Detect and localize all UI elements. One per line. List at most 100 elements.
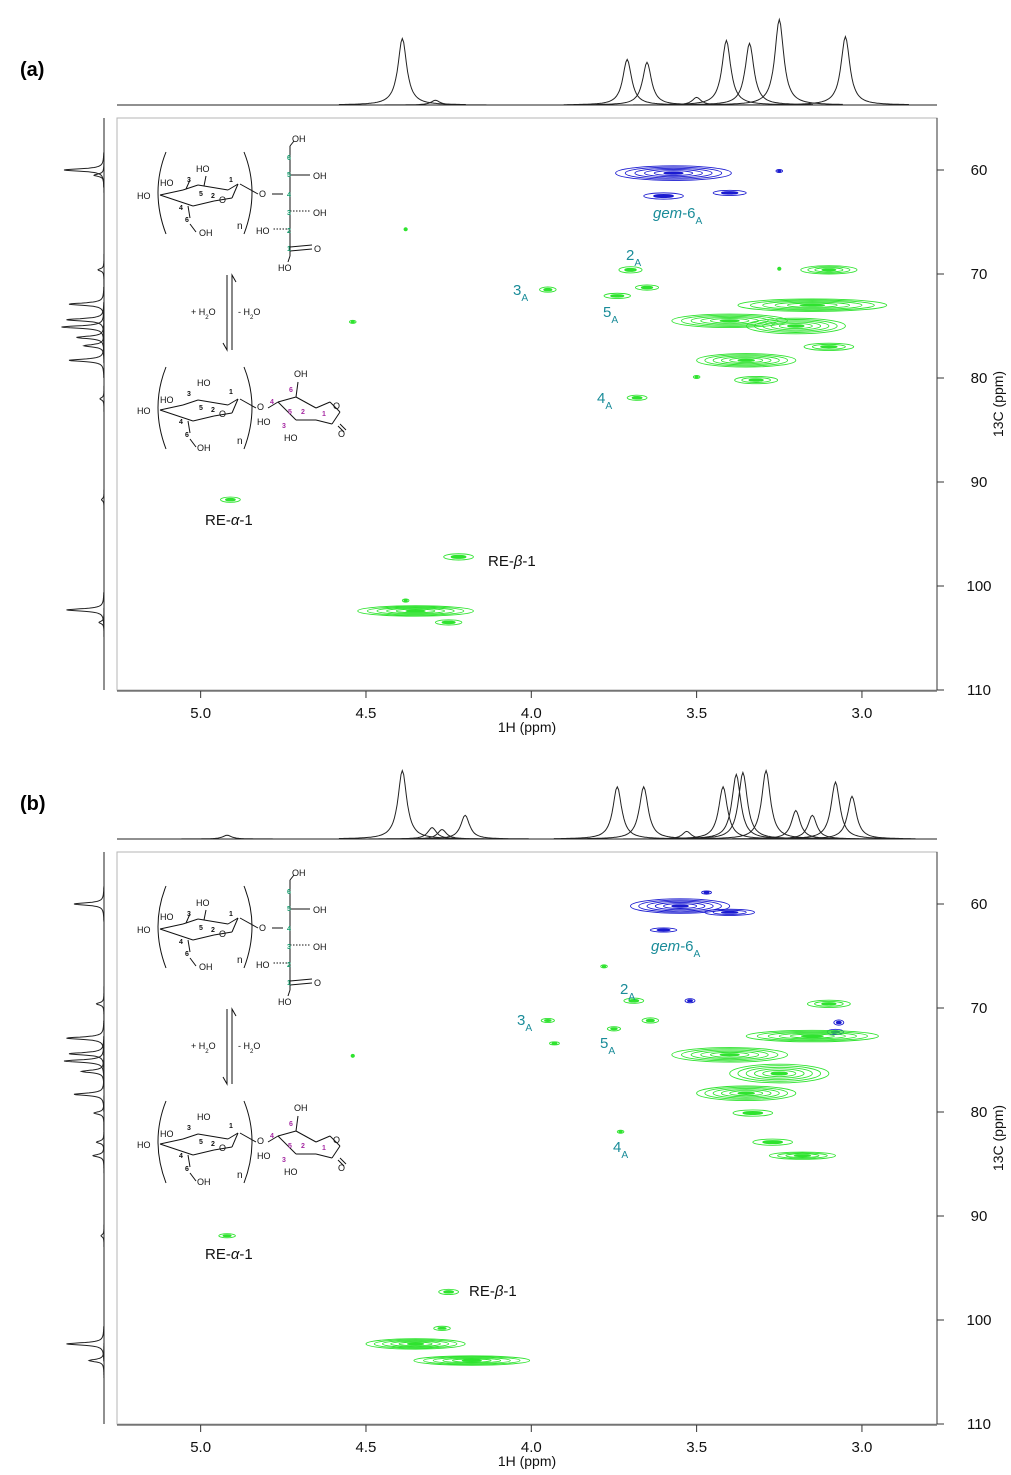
- label-part: A: [696, 216, 703, 227]
- peak-annotation: gem-6A: [653, 205, 703, 227]
- cross-peak-contour: [222, 1234, 232, 1238]
- scheme-label: 3: [282, 1157, 286, 1164]
- cross-peak-contour: [807, 266, 851, 274]
- bond: [189, 223, 197, 233]
- scheme-label: 5: [288, 409, 292, 416]
- cross-peak-contour: [615, 165, 732, 181]
- cross-peak-contour: [671, 1047, 788, 1063]
- scheme-label: 2: [211, 927, 215, 934]
- peak-annotation: gem-6A: [651, 938, 701, 960]
- cross-peak-contour: [833, 1019, 845, 1026]
- cross-peak-contour: [684, 998, 696, 1004]
- projection-peak: [100, 482, 105, 518]
- equilibrium-arrow: [222, 275, 228, 352]
- scheme-label: O: [338, 1163, 345, 1173]
- scheme-label: OH: [292, 868, 306, 878]
- label-part: A: [628, 992, 635, 1003]
- bond: [231, 917, 239, 933]
- label-part: O: [253, 1041, 260, 1051]
- projection-peak: [748, 814, 876, 840]
- bond: [227, 1132, 239, 1140]
- scheme-label: HO: [256, 960, 270, 970]
- projection-peak: [583, 61, 711, 106]
- bond: [192, 1149, 215, 1156]
- bond: [295, 1115, 299, 1132]
- label-part: - H: [238, 307, 250, 317]
- projection-peak: [95, 986, 105, 1022]
- bond: [315, 1153, 333, 1159]
- cross-peak-contour: [778, 1032, 846, 1040]
- cross-peak-contour: [644, 169, 703, 178]
- projection-peak: [378, 828, 506, 840]
- x-tick-label: 4.0: [521, 705, 542, 722]
- scheme-label: 4: [179, 419, 183, 426]
- bond: [187, 939, 191, 953]
- projection-peak: [92, 1138, 105, 1174]
- projection-peak: [633, 96, 761, 106]
- y-tick-label: 60: [971, 896, 988, 913]
- cross-peak-contour: [663, 903, 698, 909]
- projection-peak: [73, 886, 105, 922]
- bond: [213, 412, 233, 417]
- cross-peak-contour: [778, 322, 813, 330]
- cross-peak-contour: [606, 1026, 622, 1032]
- cross-peak-contour: [656, 928, 671, 932]
- cross-peak-contour: [729, 1090, 764, 1097]
- bracket: [243, 151, 253, 235]
- scheme-label: O: [333, 1135, 340, 1145]
- cross-peak-contour: [742, 1111, 764, 1116]
- label-part: 5: [603, 304, 611, 321]
- scheme-label: 1: [322, 411, 326, 418]
- x-tick-label: 4.5: [356, 1439, 377, 1456]
- cross-peak-contour: [628, 998, 640, 1003]
- x-tick-label: 3.0: [852, 1439, 873, 1456]
- projection-peak: [338, 769, 466, 839]
- y-tick-label: 90: [971, 1208, 988, 1225]
- bracket: [157, 885, 167, 969]
- scheme-label: 6: [287, 155, 291, 162]
- bond: [339, 423, 347, 431]
- label-part: β: [494, 1283, 504, 1300]
- cross-peak-contour: [709, 318, 750, 324]
- bond: [159, 1143, 194, 1156]
- scheme-label: 2: [287, 962, 291, 969]
- cross-peak-contour: [806, 999, 851, 1008]
- scheme-label: 6: [185, 432, 189, 439]
- projection-peak: [772, 780, 899, 840]
- projection-peak: [788, 795, 916, 840]
- equilibrium-arrow: [222, 1009, 228, 1086]
- bond: [197, 184, 229, 191]
- bond: [277, 1130, 297, 1137]
- scheme-label: 5: [199, 191, 203, 198]
- bond: [227, 917, 239, 925]
- cross-peak-contour: [225, 497, 236, 502]
- label-part: RE-: [469, 1283, 495, 1300]
- equilibrium-arrow: [231, 273, 237, 350]
- cross-peak-contour: [635, 284, 660, 291]
- label-part: 2: [205, 314, 209, 321]
- bond: [189, 438, 197, 448]
- cross-peak-contour: [357, 605, 474, 617]
- cross-peak-contour: [638, 899, 722, 913]
- scheme-label: OH: [294, 369, 308, 379]
- cross-peak-contour: [704, 354, 788, 367]
- bond: [231, 183, 239, 199]
- projection-peak: [63, 1043, 105, 1079]
- scheme-label: OH: [197, 443, 211, 453]
- y-tick-label: 90: [971, 474, 988, 491]
- scheme-label: O: [219, 929, 226, 939]
- bond: [189, 957, 197, 967]
- cross-peak-contour: [390, 1340, 441, 1347]
- projection-peak: [371, 99, 499, 106]
- scheme-label: HO: [137, 925, 151, 935]
- peak-annotation: 2A: [626, 247, 641, 269]
- cross-peak-contour: [704, 1086, 788, 1100]
- scheme-label: O: [257, 1136, 264, 1146]
- bond: [203, 175, 207, 187]
- bond: [159, 404, 184, 411]
- projection-peak: [73, 1076, 105, 1112]
- bond: [239, 917, 259, 929]
- y-tick-label: 110: [967, 1416, 991, 1433]
- x-tick-label: 5.0: [190, 1439, 211, 1456]
